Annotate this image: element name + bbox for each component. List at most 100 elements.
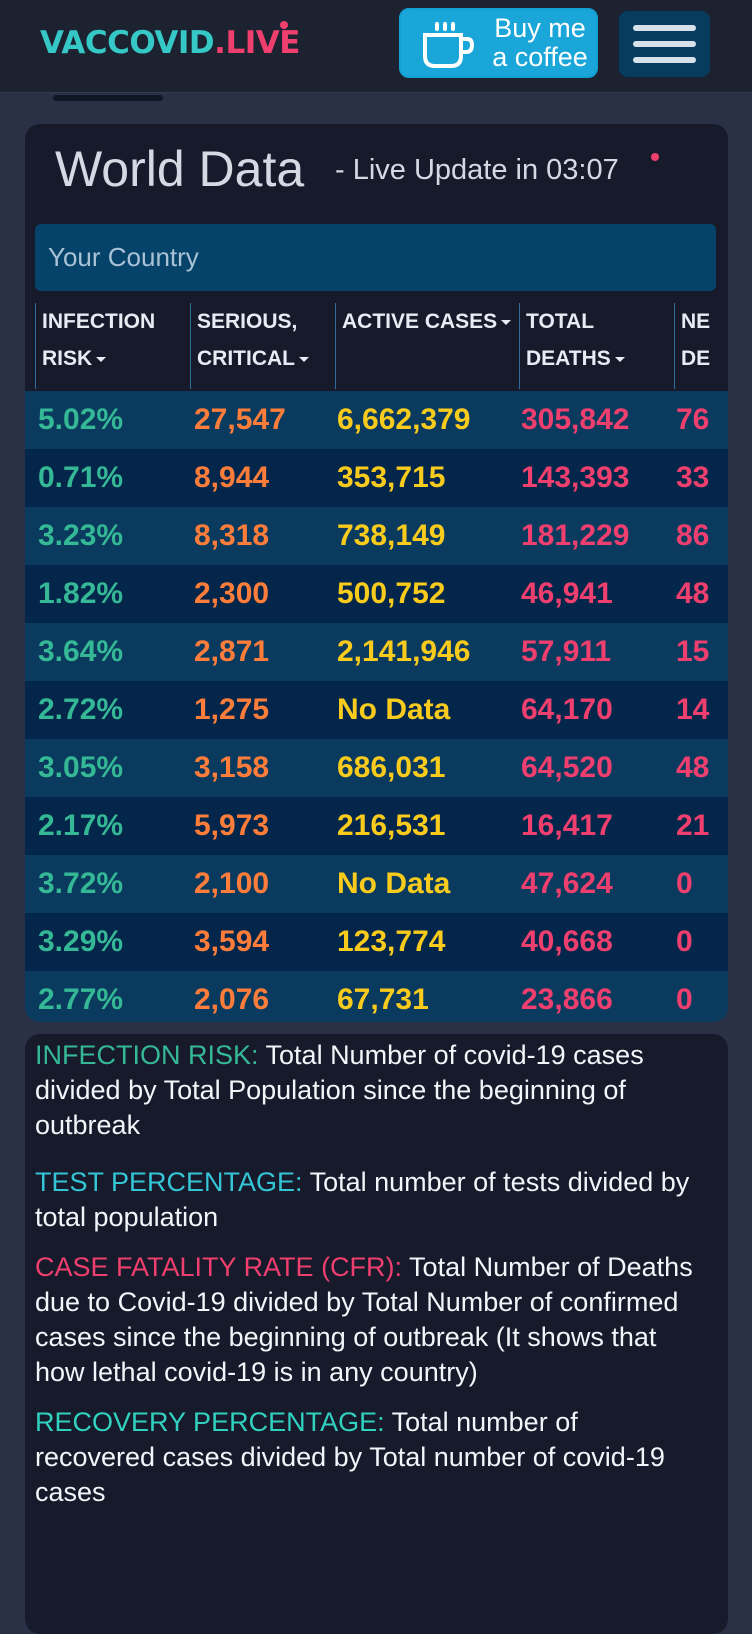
definition-text: Total number of recovered cases divided … — [35, 1407, 665, 1507]
column-header-serious-critical[interactable]: SERIOUS, CRITICAL — [190, 303, 335, 389]
cell-new-deaths: 0 — [676, 925, 693, 958]
column-header-infection-risk[interactable]: INFECTION RISK — [35, 303, 190, 389]
cell-new-deaths: 0 — [676, 867, 693, 900]
cell-total-deaths: 47,624 — [521, 867, 613, 900]
live-dot-icon — [651, 153, 659, 161]
cell-serious-critical: 2,300 — [194, 577, 270, 610]
header-label: SERIOUS, — [197, 310, 298, 333]
column-header-total-deaths[interactable]: TOTAL DEATHS — [519, 303, 674, 389]
cell-infection-risk: 1.82% — [38, 577, 124, 610]
cell-infection-risk: 0.71% — [38, 461, 124, 494]
cell-active-cases: 6,662,379 — [337, 403, 471, 436]
column-header-active-cases[interactable]: ACTIVE CASES — [335, 303, 519, 389]
cell-new-deaths: 14 — [676, 693, 710, 726]
definition-term: INFECTION RISK: — [35, 1040, 259, 1070]
cell-infection-risk: 2.77% — [38, 983, 124, 1016]
cell-new-deaths: 21 — [676, 809, 710, 842]
cell-active-cases: No Data — [337, 867, 451, 900]
cell-new-deaths: 48 — [676, 577, 710, 610]
table-row[interactable]: 3.64% 2,871 2,141,946 57,911 15 — [25, 623, 728, 681]
table-body: 5.02% 27,547 6,662,379 305,842 76 0.71% 8,944 3… — [25, 391, 728, 1022]
cell-new-deaths: 33 — [676, 461, 710, 494]
cell-infection-risk: 3.23% — [38, 519, 124, 552]
buy-me-a-coffee-button[interactable]: Buy me a coffee — [399, 8, 598, 78]
cell-serious-critical: 5,973 — [194, 809, 270, 842]
cell-infection-risk: 2.17% — [38, 809, 124, 842]
live-dot-icon — [280, 21, 288, 29]
definition-term: TEST PERCENTAGE: — [35, 1167, 303, 1197]
header-label: ACTIVE CASES — [342, 310, 498, 333]
definition-infection-risk: INFECTION RISK: Total Number of covid-19… — [35, 1038, 695, 1143]
table-header: INFECTION RISK SERIOUS, CRITICAL ACTIVE … — [25, 292, 728, 391]
table-row[interactable]: 3.72% 2,100 No Data 47,624 0 — [25, 855, 728, 913]
logo-text-main: VACCOVID — [40, 25, 215, 61]
cell-serious-critical: 8,944 — [194, 461, 270, 494]
cell-total-deaths: 23,866 — [521, 983, 613, 1016]
table-row[interactable]: 1.82% 2,300 500,752 46,941 48 — [25, 565, 728, 623]
cell-new-deaths: 86 — [676, 519, 710, 552]
table-row[interactable]: 2.72% 1,275 No Data 64,170 14 — [25, 681, 728, 739]
sort-caret-icon — [96, 356, 107, 362]
sort-caret-icon — [299, 356, 309, 362]
logo-text-suffix: .LIVE — [214, 25, 300, 61]
table-row[interactable]: 5.02% 27,547 6,662,379 305,842 76 — [25, 391, 728, 449]
country-search-input[interactable] — [35, 224, 716, 291]
cell-total-deaths: 305,842 — [521, 403, 630, 436]
cell-active-cases: No Data — [337, 693, 451, 726]
cell-active-cases: 216,531 — [337, 809, 446, 842]
coffee-label-line2: a coffee — [492, 42, 588, 72]
cell-active-cases: 2,141,946 — [337, 635, 471, 668]
cell-serious-critical: 27,547 — [194, 403, 286, 436]
cell-active-cases: 353,715 — [337, 461, 446, 494]
table-row[interactable]: 3.23% 8,318 738,149 181,229 86 — [25, 507, 728, 565]
coffee-cup-icon — [423, 22, 475, 68]
cell-active-cases: 67,731 — [337, 983, 429, 1016]
top-nav: VACCOVID.LIVE Buy me a coffee — [0, 0, 752, 93]
cell-infection-risk: 5.02% — [38, 403, 124, 436]
cell-total-deaths: 57,911 — [521, 635, 612, 668]
site-logo[interactable]: VACCOVID.LIVE — [40, 25, 300, 61]
cell-total-deaths: 64,170 — [521, 693, 613, 726]
page-title: World Data — [55, 141, 305, 197]
definition-text: Total Number of covid-19 cases divided b… — [35, 1040, 644, 1140]
cell-new-deaths: 76 — [676, 403, 710, 436]
cell-infection-risk: 3.29% — [38, 925, 124, 958]
table-row[interactable]: 3.29% 3,594 123,774 40,668 0 — [25, 913, 728, 971]
cell-infection-risk: 2.72% — [38, 693, 124, 726]
table-row[interactable]: 2.77% 2,076 67,731 23,866 0 — [25, 971, 728, 1022]
definition-text: Total Number of Deaths due to Covid-19 d… — [35, 1252, 693, 1387]
cell-total-deaths: 143,393 — [521, 461, 630, 494]
cell-serious-critical: 8,318 — [194, 519, 270, 552]
sort-caret-icon — [614, 356, 625, 362]
table-row[interactable]: 0.71% 8,944 353,715 143,393 33 — [25, 449, 728, 507]
cell-serious-critical: 2,100 — [194, 867, 270, 900]
header-label: NE — [681, 310, 711, 333]
cell-active-cases: 738,149 — [337, 519, 446, 552]
sort-caret-icon — [501, 319, 512, 325]
cell-serious-critical: 1,275 — [194, 693, 270, 726]
definition-cfr: CASE FATALITY RATE (CFR): Total Number o… — [35, 1250, 695, 1390]
cell-total-deaths: 16,417 — [521, 809, 613, 842]
header-label: CRITICAL — [197, 347, 295, 370]
divider — [53, 95, 163, 101]
cell-serious-critical: 3,594 — [194, 925, 270, 958]
cell-total-deaths: 46,941 — [521, 577, 613, 610]
table-row[interactable]: 3.05% 3,158 686,031 64,520 48 — [25, 739, 728, 797]
definition-test-percentage: TEST PERCENTAGE: Total number of tests d… — [35, 1165, 695, 1235]
cell-active-cases: 123,774 — [337, 925, 446, 958]
definitions-panel: INFECTION RISK: Total Number of covid-19… — [25, 1034, 728, 1634]
live-update-timer: - Live Update in 03:07 — [335, 154, 619, 186]
header-label: TOTAL — [526, 310, 595, 333]
cell-active-cases: 500,752 — [337, 577, 446, 610]
cell-infection-risk: 3.72% — [38, 867, 124, 900]
table-row[interactable]: 2.17% 5,973 216,531 16,417 21 — [25, 797, 728, 855]
definition-term: RECOVERY PERCENTAGE: — [35, 1407, 385, 1437]
column-header-new-deaths[interactable]: NE DE — [674, 303, 728, 389]
definition-text: Total number of tests divided by total p… — [35, 1167, 690, 1232]
cell-serious-critical: 2,076 — [194, 983, 270, 1016]
menu-bar-icon — [633, 41, 696, 47]
menu-bar-icon — [633, 57, 696, 63]
hamburger-menu-button[interactable] — [619, 11, 710, 77]
cell-infection-risk: 3.05% — [38, 751, 124, 784]
header-label: RISK — [42, 347, 93, 370]
